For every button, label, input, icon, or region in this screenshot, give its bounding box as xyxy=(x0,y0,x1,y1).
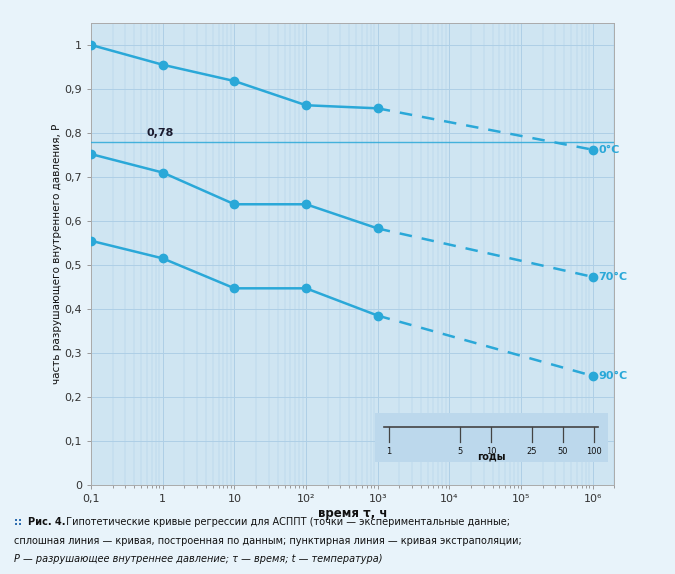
Text: сплошная линия — кривая, построенная по данным; пунктирная линия — кривая экстра: сплошная линия — кривая, построенная по … xyxy=(14,536,521,545)
Text: ::: :: xyxy=(14,517,25,526)
Text: P — разрушающее внутреннее давление; τ — время; t — температура): P — разрушающее внутреннее давление; τ —… xyxy=(14,554,382,564)
Text: 1: 1 xyxy=(386,447,391,456)
Text: Гипотетические кривые регрессии для АСППТ (точки — экспериментальные данные;: Гипотетические кривые регрессии для АСПП… xyxy=(63,517,510,526)
Text: годы: годы xyxy=(477,452,506,461)
Text: Рис. 4.: Рис. 4. xyxy=(28,517,66,526)
Text: 70°C: 70°C xyxy=(598,272,628,282)
Y-axis label: часть разрушающего внутреннего давления, P: часть разрушающего внутреннего давления,… xyxy=(52,124,61,384)
Text: 100: 100 xyxy=(586,447,601,456)
Text: 0,78: 0,78 xyxy=(146,129,173,138)
Text: 50: 50 xyxy=(558,447,568,456)
Text: 5: 5 xyxy=(458,447,463,456)
Text: 90°C: 90°C xyxy=(598,371,628,381)
X-axis label: время τ, ч: время τ, ч xyxy=(318,507,387,520)
Text: 10: 10 xyxy=(486,447,496,456)
Text: 25: 25 xyxy=(526,447,537,456)
Text: 0°C: 0°C xyxy=(598,145,620,155)
